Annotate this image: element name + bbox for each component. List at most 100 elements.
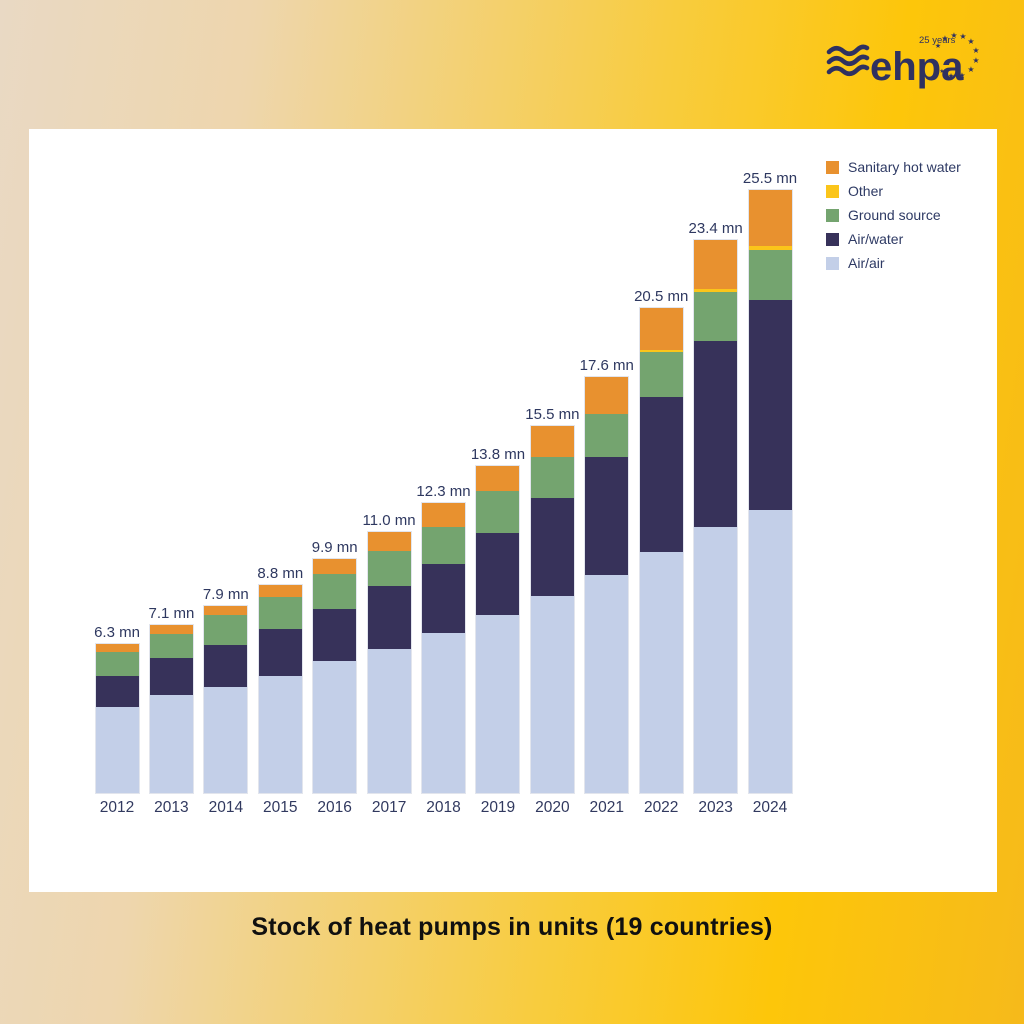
segment-ground-source (313, 573, 357, 609)
x-axis-tick-label: 2023 (698, 799, 733, 816)
svg-text:★: ★ (972, 56, 979, 65)
legend-label: Other (848, 183, 884, 199)
legend-item: Sanitary hot water (826, 160, 961, 174)
plot-area: 6.3 mn 2012 7.1 mn 2013 7.9 mn 2014 8.8 mn 2015… (29, 129, 997, 892)
segment-ground-source (258, 596, 302, 629)
segment-sanitary-hot-water (530, 426, 574, 458)
x-axis-tick-label: 2015 (263, 799, 298, 816)
segment-other (748, 245, 792, 250)
bar-total-label: 7.1 mn (148, 605, 195, 623)
legend-swatch-icon (826, 160, 839, 174)
segment-sanitary-hot-water (694, 239, 738, 289)
x-axis-tick-label: 2021 (589, 799, 625, 816)
segment-sanitary-hot-water (149, 625, 193, 634)
bar-2016: 9.9 mn 2016 (312, 539, 358, 816)
segment-air-air (694, 527, 738, 793)
svg-text:★: ★ (967, 65, 974, 74)
bar-2021: 17.6 mn 2021 (580, 357, 634, 816)
segment-air-water (476, 532, 520, 615)
segment-air-water (149, 658, 193, 696)
ehpa-logo-graphic: ehpa 25 years ★ ★ ★ ★ ★ ★ ★ ★ ★ ★ ★ (826, 31, 980, 89)
legend-label: Sanitary hot water (848, 159, 961, 175)
legend-label: Air/water (848, 231, 904, 247)
stars-circle-icon: ★ ★ ★ ★ ★ ★ ★ ★ ★ ★ ★ (935, 31, 980, 80)
bar-2012: 6.3 mn 2012 (94, 624, 140, 816)
bar-2024: 25.5 mn 2024 (743, 170, 797, 816)
svg-text:★: ★ (950, 31, 957, 40)
bar-total-label: 25.5 mn (742, 169, 798, 187)
x-axis-tick-label: 2022 (643, 799, 679, 816)
x-axis-tick-label: 2012 (99, 799, 135, 816)
bar-2013: 7.1 mn 2013 (148, 605, 194, 816)
bar-2014: 7.9 mn 2014 (203, 586, 249, 816)
segment-air-air (95, 707, 139, 793)
bar-2015: 8.8 mn 2015 (257, 565, 303, 816)
x-axis-tick-label: 2024 (752, 799, 788, 816)
x-axis-tick-label: 2017 (371, 799, 407, 816)
svg-text:★: ★ (935, 42, 941, 50)
bar-total-label: 6.3 mn (94, 624, 140, 642)
segment-air-air (204, 686, 248, 793)
segment-ground-source (95, 652, 139, 677)
segment-air-water (313, 609, 357, 662)
segment-ground-source (476, 491, 520, 533)
bar-2019: 13.8 mn 2019 (471, 446, 525, 816)
segment-air-water (585, 457, 629, 576)
x-axis-tick-label: 2019 (480, 799, 516, 816)
legend-item: Ground source (826, 208, 961, 222)
segment-air-air (367, 649, 411, 793)
bar-2018: 12.3 mn 2018 (416, 483, 470, 816)
segment-ground-source (585, 414, 629, 458)
waves-icon (826, 44, 870, 77)
segment-ground-source (639, 352, 683, 398)
x-axis-tick-label: 2016 (317, 799, 352, 816)
segment-sanitary-hot-water (367, 532, 411, 551)
chart-panel: Sanitary hot water Other Ground source Air/… (29, 129, 997, 892)
segment-sanitary-hot-water (95, 644, 139, 653)
segment-air-air (585, 575, 629, 793)
segment-air-water (422, 563, 466, 634)
segment-ground-source (204, 615, 248, 646)
x-axis-tick-label: 2018 (426, 799, 461, 816)
svg-text:★: ★ (948, 72, 954, 80)
x-axis-tick-label: 2020 (535, 799, 570, 816)
legend-item: Other (826, 184, 961, 198)
segment-air-air (149, 695, 193, 793)
segment-other (694, 288, 738, 292)
legend-label: Ground source (848, 207, 941, 223)
svg-text:★: ★ (967, 37, 974, 46)
ehpa-logo: ehpa 25 years ★ ★ ★ ★ ★ ★ ★ ★ ★ ★ ★ (826, 30, 982, 90)
legend-swatch-icon (826, 256, 839, 270)
segment-ground-source (422, 526, 466, 564)
segment-sanitary-hot-water (748, 189, 792, 246)
segment-sanitary-hot-water (422, 502, 466, 527)
bar-total-label: 7.9 mn (202, 586, 249, 604)
segment-sanitary-hot-water (476, 466, 520, 492)
bar-total-label: 12.3 mn (416, 482, 471, 500)
segment-air-air (476, 614, 520, 793)
legend-swatch-icon (826, 232, 839, 246)
x-axis-tick-label: 2014 (208, 799, 244, 816)
bar-2017: 11.0 mn 2017 (363, 512, 416, 816)
legend-swatch-icon (826, 208, 839, 222)
bar-2023: 23.4 mn 2023 (689, 220, 743, 816)
segment-air-air (748, 509, 792, 793)
bar-2022: 20.5 mn 2022 (634, 288, 688, 816)
segment-sanitary-hot-water (258, 584, 302, 597)
segment-sanitary-hot-water (313, 558, 357, 574)
bar-total-label: 8.8 mn (257, 564, 304, 582)
bar-total-label: 11.0 mn (362, 512, 416, 530)
legend-item: Air/air (826, 256, 961, 270)
bar-total-label: 20.5 mn (634, 288, 689, 306)
segment-ground-source (149, 633, 193, 659)
segment-ground-source (694, 291, 738, 342)
segment-ground-source (367, 550, 411, 587)
segment-air-water (367, 586, 411, 650)
legend-item: Air/water (826, 232, 961, 246)
segment-air-water (694, 341, 738, 528)
svg-text:★: ★ (941, 34, 948, 43)
segment-sanitary-hot-water (204, 606, 248, 616)
segment-air-air (530, 596, 574, 793)
segment-air-air (422, 633, 466, 793)
